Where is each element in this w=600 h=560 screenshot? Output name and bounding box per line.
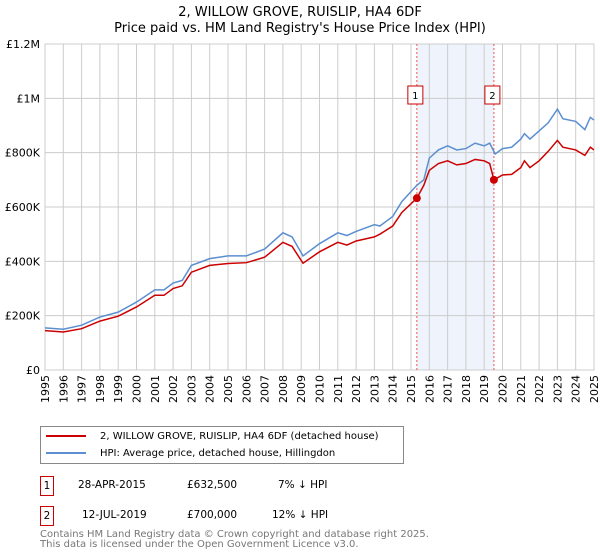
y-tick-label: £0 bbox=[26, 364, 40, 377]
legend-swatch-red bbox=[46, 435, 86, 437]
x-tick-label: 2025 bbox=[588, 375, 600, 403]
y-tick-label: £400K bbox=[5, 255, 41, 268]
x-tick-label: 2021 bbox=[515, 375, 528, 403]
x-tick-label: 2020 bbox=[497, 375, 510, 403]
sale-point bbox=[412, 194, 421, 203]
legend-swatch-blue bbox=[46, 452, 86, 454]
x-tick-label: 2019 bbox=[478, 375, 491, 403]
x-tick-label: 2006 bbox=[240, 375, 253, 403]
price-paid-line bbox=[44, 139, 595, 333]
chart-title: 2, WILLOW GROVE, RUISLIP, HA4 6DF bbox=[178, 5, 422, 20]
x-tick-label: 2017 bbox=[442, 375, 455, 403]
y-tick-label: £1M bbox=[17, 92, 41, 105]
x-tick-label: 2018 bbox=[460, 375, 473, 403]
marker-badge: 1 bbox=[40, 476, 54, 496]
legend-item-property: 2, WILLOW GROVE, RUISLIP, HA4 6DF (detac… bbox=[41, 428, 379, 444]
x-tick-label: 2002 bbox=[167, 375, 180, 403]
sale-label: 1 bbox=[412, 91, 418, 102]
transaction-price: £632,500 bbox=[187, 479, 238, 491]
x-tick-label: 2011 bbox=[332, 375, 345, 403]
x-tick-label: 2003 bbox=[185, 375, 198, 403]
x-tick-label: 2000 bbox=[131, 375, 144, 403]
x-tick-label: 1998 bbox=[94, 375, 107, 403]
x-tick-label: 2005 bbox=[222, 375, 235, 403]
x-tick-label: 2012 bbox=[350, 375, 363, 403]
x-tick-label: 2009 bbox=[295, 375, 308, 403]
x-tick-label: 2004 bbox=[204, 375, 217, 403]
x-tick-label: 1997 bbox=[76, 375, 89, 403]
x-tick-label: 2014 bbox=[387, 375, 400, 403]
licence-text: This data is licensed under the Open Gov… bbox=[40, 539, 359, 550]
sale-label-box bbox=[484, 85, 501, 105]
transaction-price: £700,000 bbox=[187, 509, 238, 521]
legend: 2, WILLOW GROVE, RUISLIP, HA4 6DF (detac… bbox=[40, 426, 404, 464]
x-tick-label: 1999 bbox=[112, 375, 125, 403]
y-tick-label: £800K bbox=[5, 147, 41, 160]
x-tick-label: 2007 bbox=[259, 375, 272, 403]
x-tick-label: 1995 bbox=[39, 375, 52, 403]
transaction-date: 12-JUL-2019 bbox=[82, 509, 147, 521]
x-tick-label: 2010 bbox=[314, 375, 327, 403]
plot-area: £0 £200K £400K £600K £800K £1M £1.2M 1995 1996 19… bbox=[5, 38, 600, 403]
legend-item-hpi: HPI: Average price, detached house, Hill… bbox=[41, 445, 335, 461]
legend-label: 2, WILLOW GROVE, RUISLIP, HA4 6DF (detac… bbox=[100, 430, 379, 442]
transaction-date: 28-APR-2015 bbox=[78, 479, 146, 491]
x-tick-label: 2001 bbox=[149, 375, 162, 403]
marker-badge: 2 bbox=[40, 506, 54, 526]
legend-label: HPI: Average price, detached house, Hill… bbox=[100, 447, 336, 459]
hpi-line bbox=[44, 107, 595, 331]
x-tick-label: 2015 bbox=[405, 375, 418, 403]
x-tick-label: 2013 bbox=[368, 375, 381, 403]
x-tick-label: 2023 bbox=[551, 375, 564, 403]
sale-label-box bbox=[407, 85, 424, 105]
transaction-hpi: 7% ↓ HPI bbox=[278, 479, 328, 491]
plot-border bbox=[44, 43, 595, 371]
chart-subtitle: Price paid vs. HM Land Registry's House … bbox=[114, 21, 486, 36]
footer: Contains HM Land Registry data © Crown c… bbox=[40, 530, 429, 550]
x-tick-label: 2008 bbox=[277, 375, 290, 403]
transaction-row: 1 28-APR-2015 £632,500 7% ↓ HPI bbox=[40, 476, 440, 496]
sale-label: 2 bbox=[489, 91, 495, 102]
sale-point bbox=[489, 175, 498, 184]
y-tick-label: £600K bbox=[5, 201, 41, 214]
y-tick-label: £200K bbox=[5, 310, 41, 323]
x-tick-label: 2024 bbox=[570, 375, 583, 403]
transaction-row: 2 12-JUL-2019 £700,000 12% ↓ HPI bbox=[40, 506, 440, 526]
x-tick-label: 2016 bbox=[423, 375, 436, 403]
y-tick-label: £1.2M bbox=[6, 38, 40, 51]
transaction-hpi: 12% ↓ HPI bbox=[272, 509, 329, 521]
x-tick-label: 1996 bbox=[57, 375, 70, 403]
x-tick-label: 2022 bbox=[533, 375, 546, 403]
copyright-text: Contains HM Land Registry data © Crown c… bbox=[40, 529, 429, 540]
